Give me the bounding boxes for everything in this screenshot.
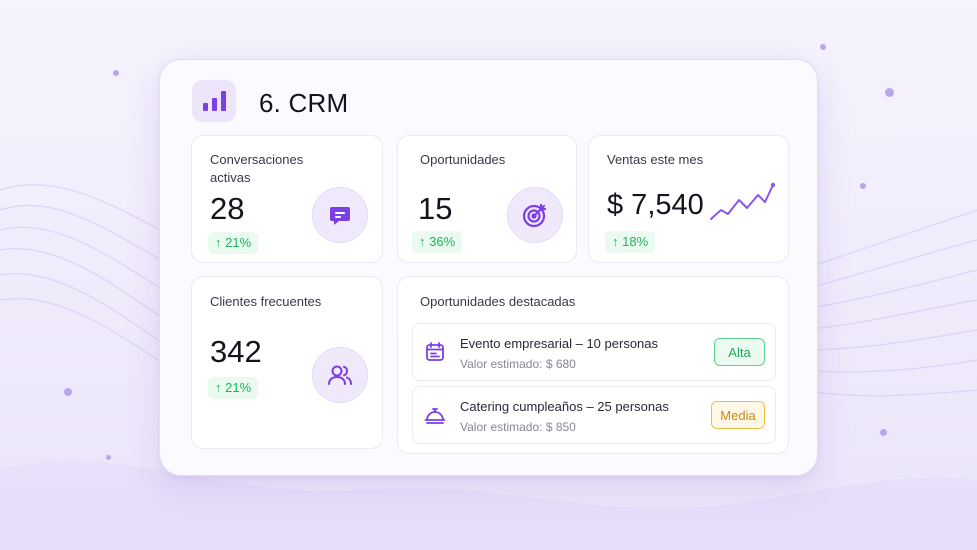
stat-card-ventas[interactable]: Ventas este mes $ 7,540 ↑ 18% — [588, 135, 789, 263]
background-dot — [113, 70, 119, 76]
crm-panel: 6. CRM Conversaciones activas 28 ↑ 21% O… — [159, 59, 818, 476]
stat-card-oportunidades[interactable]: Oportunidades 15 ↑ 36% — [397, 135, 577, 263]
priority-badge-alta: Alta — [714, 338, 765, 366]
priority-badge-media: Media — [711, 401, 765, 429]
opportunity-row[interactable]: Catering cumpleaños – 25 personas Valor … — [412, 386, 776, 444]
page-title: 6. CRM — [259, 88, 349, 118]
background-dot — [880, 429, 887, 436]
stat-label: Clientes frecuentes — [210, 294, 322, 309]
stat-value: 342 — [210, 334, 262, 369]
opportunity-value: Valor estimado: $ 850 — [460, 420, 576, 434]
stat-label: Conversaciones activas — [210, 152, 304, 185]
background-dot — [64, 388, 72, 396]
opportunity-row[interactable]: Evento empresarial – 10 personas Valor e… — [412, 323, 776, 381]
calendar-icon — [426, 342, 444, 361]
background-dot — [820, 44, 826, 50]
users-icon — [312, 347, 368, 403]
opportunity-value: Valor estimado: $ 680 — [460, 357, 576, 371]
featured-opportunities-card: Oportunidades destacadas Evento empresar… — [397, 276, 789, 454]
stat-card-clientes[interactable]: Clientes frecuentes 342 ↑ 21% — [191, 276, 383, 449]
stat-value: $ 7,540 — [607, 189, 704, 221]
stat-delta-badge: ↑ 21% — [208, 377, 259, 399]
stat-delta-badge: ↑ 18% — [605, 231, 656, 253]
chat-icon — [312, 187, 368, 243]
stat-label: Ventas este mes — [607, 152, 704, 167]
stat-value: 28 — [210, 191, 245, 226]
stat-delta-badge: ↑ 21% — [208, 232, 259, 254]
stat-value: 15 — [418, 191, 453, 226]
background-dot — [106, 455, 111, 460]
bar-chart-icon — [192, 80, 236, 122]
stat-label: Oportunidades — [420, 152, 506, 167]
opportunity-title: Evento empresarial – 10 personas — [460, 336, 659, 351]
stat-card-conversaciones[interactable]: Conversaciones activas 28 ↑ 21% — [191, 135, 383, 263]
section-title: Oportunidades destacadas — [420, 294, 576, 309]
background-dot — [885, 88, 894, 97]
trend-line-icon — [710, 182, 776, 220]
stat-delta-badge: ↑ 36% — [412, 231, 463, 253]
opportunity-title: Catering cumpleaños – 25 personas — [460, 399, 669, 414]
food-cloche-icon — [424, 408, 446, 424]
background-dot — [860, 183, 866, 189]
target-icon — [507, 187, 563, 243]
